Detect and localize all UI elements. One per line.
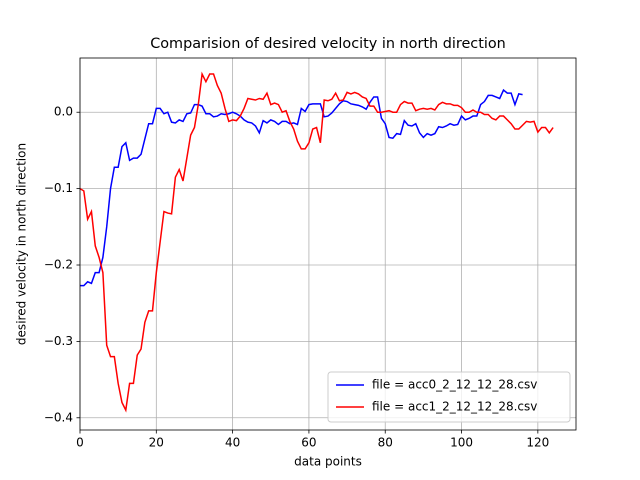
y-tick-label: −0.4 bbox=[44, 410, 73, 424]
x-tick-label: 100 bbox=[450, 436, 473, 450]
x-axis-label: data points bbox=[294, 455, 362, 469]
plot-frame bbox=[79, 57, 577, 431]
x-tick-label: 120 bbox=[526, 436, 549, 450]
x-tick-label: 20 bbox=[149, 436, 164, 450]
legend-box bbox=[327, 371, 571, 423]
x-tick-label: 40 bbox=[225, 436, 240, 450]
series-line bbox=[79, 71, 554, 413]
x-tick-label: 80 bbox=[378, 436, 393, 450]
y-tick-label: 0.0 bbox=[54, 105, 73, 119]
x-tick-label: 0 bbox=[76, 436, 84, 450]
x-tick-label: 60 bbox=[301, 436, 316, 450]
y-tick-label: −0.1 bbox=[44, 181, 73, 195]
chart-title: Comparision of desired velocity in north… bbox=[150, 36, 506, 52]
y-axis-label: desired velocity in north direction bbox=[15, 143, 29, 345]
legend-label: file = acc0_2_12_12_28.csv bbox=[372, 378, 537, 392]
legend-label: file = acc1_2_12_12_28.csv bbox=[372, 400, 537, 414]
series-line bbox=[80, 88, 523, 287]
y-tick-label: −0.2 bbox=[44, 258, 73, 272]
y-tick-label: −0.3 bbox=[44, 334, 73, 348]
